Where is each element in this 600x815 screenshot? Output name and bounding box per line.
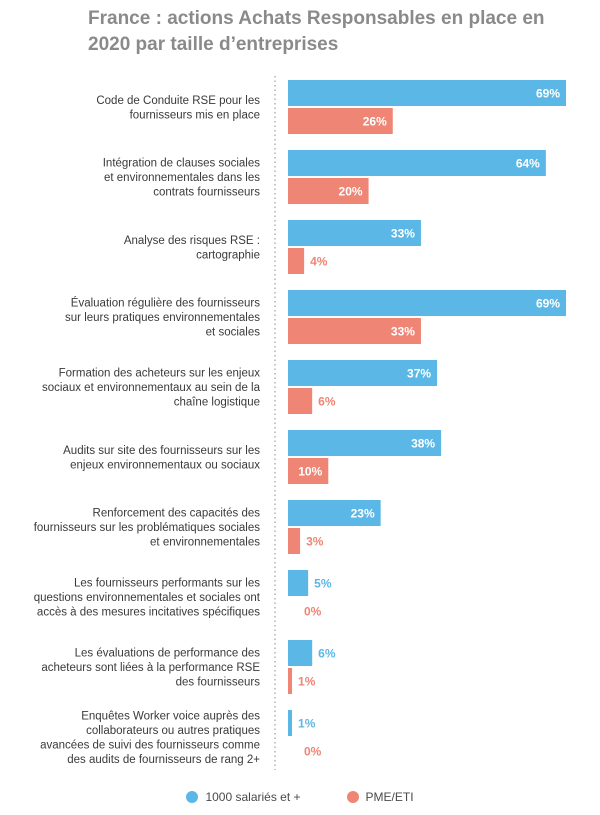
data-label-series-1: 33% — [391, 227, 415, 241]
chart-title: France : actions Achats Responsables en … — [88, 8, 545, 55]
legend-label-series-2: PME/ETI — [365, 790, 414, 804]
category-label-line: sociaux et environnementaux au sein de l… — [42, 382, 261, 394]
legend-item-series-1: 1000 salariés et + — [186, 790, 301, 804]
category-label: Les évaluations de performance des achete… — [41, 648, 260, 689]
data-label-series-2: 10% — [298, 465, 322, 479]
bar-series-1 — [288, 150, 546, 176]
category-label-line: fournisseurs mis en place — [130, 109, 260, 121]
category-label-line: collaborateurs ou autres pratiques — [86, 725, 260, 737]
data-label-series-1: 69% — [536, 297, 560, 311]
category-label-line: accès à des mesures incitatives spécifiq… — [37, 607, 260, 619]
bar-series-1 — [288, 360, 438, 386]
legend: 1000 salariés et + PME/ETI — [0, 790, 600, 804]
category-label: Intégration de clauses sociales et enviro… — [103, 158, 261, 199]
data-label-series-2: 1% — [298, 675, 316, 689]
category-label-line: Audits sur site des fournisseurs sur les — [63, 445, 260, 457]
data-label-series-2: 3% — [306, 535, 324, 549]
category-label-line: fournisseurs sur les problématiques soci… — [34, 522, 261, 534]
data-label-series-1: 23% — [351, 507, 375, 521]
category-label-line: contrats fournisseurs — [153, 187, 260, 199]
category-label-line: Code de Conduite RSE pour les — [96, 95, 260, 107]
category-label-line: des audits de fournisseurs de rang 2+ — [67, 754, 260, 766]
bar-series-2 — [288, 178, 369, 204]
category-label: Évaluation régulière des fournisseurs sur… — [65, 297, 260, 339]
category-label-line: questions environnementales et sociales … — [34, 592, 261, 604]
bar-series-2 — [288, 108, 393, 134]
data-label-series-2: 33% — [391, 325, 415, 339]
category-label: Formation des acheteurs sur les enjeux so… — [42, 368, 261, 409]
category-label: Audits sur site des fournisseurs sur les… — [63, 445, 260, 472]
bar-series-2 — [288, 248, 305, 274]
category-label-line: Renforcement des capacités des — [93, 508, 261, 520]
data-label-series-2: 20% — [339, 185, 363, 199]
data-label-series-1: 69% — [536, 87, 560, 101]
data-label-series-1: 64% — [516, 157, 540, 171]
bar-series-2 — [288, 528, 301, 554]
category-label-line: acheteurs sont liées à la performance RS… — [41, 662, 260, 674]
data-label-series-1: 38% — [411, 437, 435, 451]
data-label-series-1: 37% — [407, 367, 431, 381]
bar-series-1 — [288, 710, 293, 736]
category-label-line: chaîne logistique — [174, 397, 260, 409]
bar-series-1 — [288, 220, 421, 246]
data-label-series-2: 6% — [318, 395, 336, 409]
legend-label-series-1: 1000 salariés et + — [205, 790, 301, 804]
category-label-line: cartographie — [196, 249, 260, 261]
data-label-series-2: 26% — [363, 115, 387, 129]
data-label-series-2: 0% — [304, 745, 322, 759]
data-label-series-1: 5% — [314, 577, 332, 591]
data-label-series-2: 4% — [310, 255, 328, 269]
legend-item-series-2: PME/ETI — [346, 790, 414, 804]
category-label-line: et environnementales dans les — [104, 172, 260, 184]
category-label-line: enjeux environnementaux ou sociaux — [70, 459, 260, 471]
data-label-series-1: 1% — [298, 717, 316, 731]
bar-series-1 — [288, 640, 313, 666]
bar-series-1 — [288, 430, 442, 456]
bar-series-2 — [288, 318, 421, 344]
legend-swatch-series-2 — [346, 791, 359, 803]
category-label: Enquêtes Worker voice auprès des collabor… — [40, 710, 260, 766]
category-label-line: et sociales — [206, 327, 261, 339]
category-label-line: Analyse des risques RSE : — [124, 235, 260, 247]
category-label-line: Évaluation régulière des fournisseurs — [71, 297, 260, 310]
category-label: Analyse des risques RSE : cartographie — [124, 235, 260, 262]
category-label-line: Intégration de clauses sociales — [103, 158, 261, 170]
bar-series-1 — [288, 570, 309, 596]
category-label-line: avancées de suivi des fournisseurs comme — [40, 739, 260, 751]
data-label-series-1: 6% — [318, 647, 336, 661]
category-label-line: Les évaluations de performance des — [75, 648, 261, 660]
category-label-line: et environnementales — [150, 537, 260, 549]
legend-swatch-series-1 — [186, 791, 199, 803]
category-label-line: Formation des acheteurs sur les enjeux — [59, 368, 261, 380]
data-label-series-2: 0% — [304, 605, 322, 619]
bar-series-1 — [288, 290, 566, 316]
category-label-line: sur leurs pratiques environnementales — [65, 312, 260, 324]
category-label: Renforcement des capacités des fournisseu… — [34, 508, 261, 549]
category-label-line: Les fournisseurs performants sur les — [74, 578, 260, 590]
bar-series-1 — [288, 80, 566, 106]
bar-series-2 — [288, 668, 293, 694]
bar-series-2 — [288, 388, 313, 414]
category-label-line: Enquêtes Worker voice auprès des — [81, 710, 260, 722]
category-label: Code de Conduite RSE pour les fournisseur… — [96, 95, 260, 122]
category-label: Les fournisseurs performants sur les ques… — [34, 578, 261, 619]
category-label-line: des fournisseurs — [176, 677, 261, 689]
bar-series-1 — [288, 500, 381, 526]
bar-series-2 — [288, 458, 329, 484]
